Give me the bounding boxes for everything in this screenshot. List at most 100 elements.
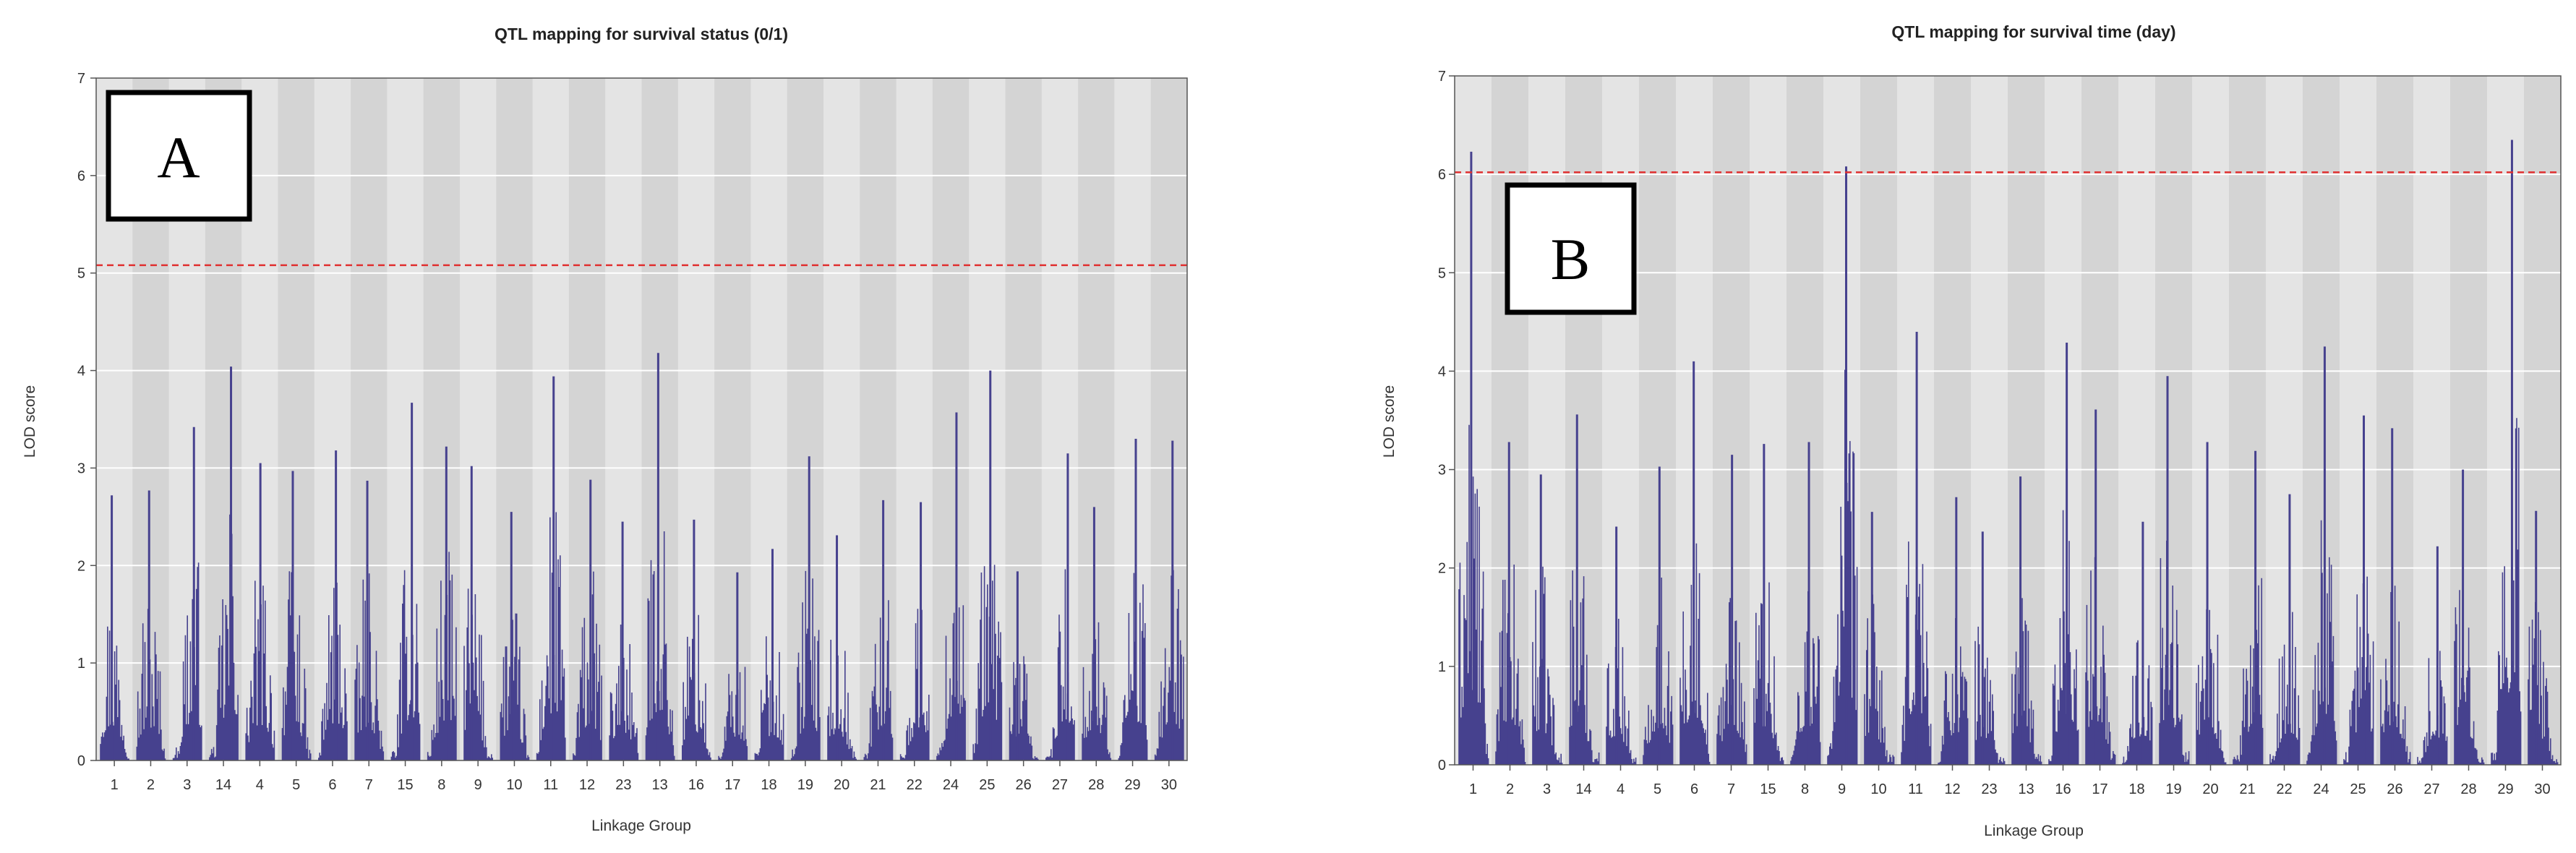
x-tick-label: 5 xyxy=(292,777,300,793)
lod-profile xyxy=(2233,578,2264,765)
lod-profile xyxy=(1532,566,1563,765)
x-tick-label: 21 xyxy=(870,777,886,793)
lod-profile xyxy=(790,570,821,760)
x-tick-label: 8 xyxy=(437,777,445,793)
x-axis-label: Linkage Group xyxy=(1984,823,2084,839)
group-band xyxy=(2081,76,2118,765)
group-band xyxy=(1934,76,1971,765)
x-tick-label: 4 xyxy=(1617,781,1625,797)
y-tick-label: 5 xyxy=(77,266,85,282)
x-tick-label: 16 xyxy=(2055,781,2071,797)
group-band xyxy=(2155,76,2192,765)
group-band xyxy=(2229,76,2266,765)
x-tick-label: 14 xyxy=(1575,781,1591,797)
y-tick-label: 6 xyxy=(1438,167,1446,183)
lod-profile xyxy=(172,562,202,760)
x-tick-label: 6 xyxy=(1690,781,1698,797)
x-tick-label: 29 xyxy=(1124,777,1140,793)
x-tick-label: 20 xyxy=(834,777,850,793)
lod-profile xyxy=(1154,570,1184,760)
x-tick-label: 28 xyxy=(2460,781,2476,797)
x-tick-label: 12 xyxy=(1944,781,1960,797)
x-tick-label: 24 xyxy=(943,777,959,793)
group-band xyxy=(1150,78,1187,760)
group-band xyxy=(860,78,897,760)
x-tick-label: 2 xyxy=(1506,781,1514,797)
x-tick-label: 21 xyxy=(2239,781,2255,797)
x-tick-label: 7 xyxy=(1727,781,1735,797)
x-tick-label: 17 xyxy=(2092,781,2108,797)
x-tick-label: 18 xyxy=(2128,781,2144,797)
y-tick-label: 7 xyxy=(77,71,85,87)
group-band xyxy=(423,78,460,760)
group-band xyxy=(641,78,678,760)
lod-profile xyxy=(2454,590,2485,765)
x-tick-label: 23 xyxy=(615,777,631,793)
x-tick-label: 25 xyxy=(2350,781,2366,797)
lod-profile xyxy=(1009,656,1039,760)
x-tick-label: 28 xyxy=(1088,777,1104,793)
group-band xyxy=(496,78,533,760)
lod-profile xyxy=(1790,591,1821,765)
x-tick-label: 7 xyxy=(365,777,373,793)
x-tick-label: 14 xyxy=(215,777,231,793)
x-tick-label: 24 xyxy=(2313,781,2329,797)
group-band xyxy=(714,78,751,760)
panel-label: A xyxy=(157,124,200,190)
x-tick-label: 22 xyxy=(907,777,923,793)
panel-label-box xyxy=(106,90,252,222)
y-tick-label: 4 xyxy=(1438,364,1446,380)
lod-profile xyxy=(500,613,530,760)
x-axis-label: Linkage Group xyxy=(591,818,691,834)
y-tick-label: 1 xyxy=(1438,659,1446,675)
lod-profile xyxy=(281,571,312,760)
lod-profile xyxy=(1569,570,1600,765)
group-band xyxy=(1078,78,1115,760)
panel-a: QTL mapping for survival status (0/1) LO… xyxy=(22,25,1188,834)
group-band xyxy=(2524,76,2561,765)
x-tick-label: 17 xyxy=(724,777,740,793)
y-tick-label: 7 xyxy=(1438,69,1446,85)
x-tick-label: 13 xyxy=(652,777,668,793)
y-tick-label: 1 xyxy=(77,656,85,672)
lod-profile xyxy=(2380,586,2411,765)
y-axis-label: LOD score xyxy=(22,385,38,458)
lod-profile xyxy=(1974,626,2006,765)
x-tick-label: 30 xyxy=(1161,777,1177,793)
x-tick-label: 19 xyxy=(797,777,813,793)
lod-profile xyxy=(390,570,421,760)
x-tick-label: 19 xyxy=(2165,781,2181,797)
lod-profile xyxy=(754,636,784,760)
x-tick-label: 4 xyxy=(256,777,264,793)
x-tick-label: 2 xyxy=(147,777,155,793)
x-tick-label: 26 xyxy=(1016,777,1032,793)
lod-profile xyxy=(1827,361,1858,765)
lod-profile xyxy=(463,588,493,760)
y-tick-label: 2 xyxy=(1438,561,1446,577)
x-tick-label: 23 xyxy=(1981,781,1997,797)
plot-frame xyxy=(95,77,1188,761)
x-tick-label: 16 xyxy=(688,777,704,793)
y-tick-label: 3 xyxy=(77,460,85,476)
y-tick-label: 0 xyxy=(1438,758,1446,773)
y-tick-label: 0 xyxy=(77,753,85,769)
panel-b: QTL mapping for survival time (day) LOD … xyxy=(1381,22,2562,839)
x-tick-label: 20 xyxy=(2202,781,2218,797)
x-tick-label: 18 xyxy=(761,777,776,793)
lod-profile xyxy=(2048,510,2079,765)
y-tick-label: 6 xyxy=(77,168,85,184)
plot-frame xyxy=(1454,75,2562,766)
x-tick-label: 27 xyxy=(1052,777,1068,793)
x-tick-label: 5 xyxy=(1653,781,1661,797)
chart-title: QTL mapping for survival time (day) xyxy=(1891,22,2175,41)
x-tick-label: 27 xyxy=(2423,781,2439,797)
panel-label-box xyxy=(1505,182,1637,315)
x-tick-label: 9 xyxy=(1838,781,1846,797)
x-tick-label: 22 xyxy=(2276,781,2292,797)
lod-profile xyxy=(1864,594,1895,765)
group-band xyxy=(1860,76,1897,765)
group-band xyxy=(1005,78,1042,760)
lod-profile xyxy=(2159,540,2190,765)
panel-label: B xyxy=(1551,226,1591,292)
x-tick-label: 30 xyxy=(2534,781,2550,797)
